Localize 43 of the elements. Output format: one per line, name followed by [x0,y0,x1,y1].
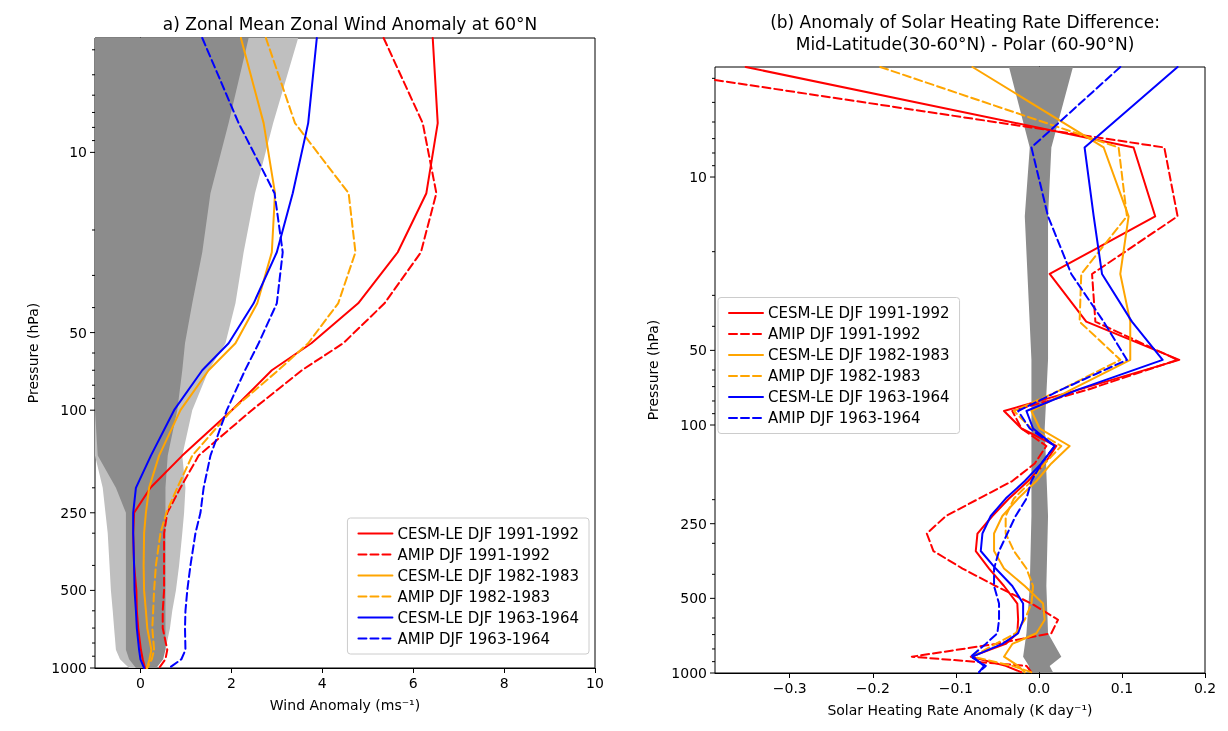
y-tick-label: 250 [680,515,707,532]
y-tick-label: 500 [680,590,707,607]
legend-label: AMIP DJF 1982-1983 [397,587,551,606]
legend-label: CESM-LE DJF 1991-1992 [768,304,950,322]
y-axis-title: Pressure (hPa) [645,319,662,421]
y-tick-label: 500 [60,582,87,599]
legend-label: AMIP DJF 1963-1964 [768,409,921,427]
x-axis-title: Solar Heating Rate Anomaly (K day⁻¹) [827,702,1093,718]
x-tick-label: 6 [408,675,418,691]
legend-label: CESM-LE DJF 1963-1964 [397,608,579,627]
x-tick-label: −0.1 [938,680,973,696]
x-tick-label: 10 [586,675,604,691]
legend-label: CESM-LE DJF 1963-1964 [768,388,950,406]
x-tick-label: −0.3 [772,680,807,696]
y-tick-label: 1000 [671,665,707,681]
x-tick-label: 0.1 [1110,680,1134,696]
y-tick-label: 10 [69,144,87,161]
x-tick-label: 0 [135,675,145,691]
x-tick-label: −0.2 [855,680,890,696]
legend-label: CESM-LE DJF 1991-1992 [397,524,579,543]
y-tick-label: 100 [60,402,87,419]
x-axis-title: Wind Anomaly (ms⁻¹) [269,697,421,713]
line-series [132,37,318,669]
y-tick-label: 50 [69,324,87,341]
y-tick-label: 50 [689,342,707,359]
x-tick-label: 2 [226,675,236,691]
x-tick-label: 0.0 [1027,680,1051,696]
x-tick-label: 8 [499,675,509,691]
legend-label: CESM-LE DJF 1982-1983 [397,566,579,585]
legend-label: AMIP DJF 1991-1992 [397,545,551,564]
y-tick-label: 100 [680,417,707,434]
x-tick-label: 0.2 [1193,680,1217,696]
chart-title: a) Zonal Mean Zonal Wind Anomaly at 60°N [162,14,538,34]
legend-label: CESM-LE DJF 1982-1983 [768,346,950,364]
legend-label: AMIP DJF 1963-1964 [397,629,551,648]
y-tick-label: 1000 [51,660,87,676]
y-axis-title: Pressure (hPa) [25,302,42,404]
x-tick-label: 4 [317,675,327,691]
chart-title: (b) Anomaly of Solar Heating Rate Difference: Mid-Latitude(30-60°N) - Polar (60-90°N) [770,12,1160,54]
y-tick-label: 250 [60,504,87,521]
y-tick-label: 10 [689,169,707,186]
legend-label: AMIP DJF 1991-1992 [768,325,921,343]
legend-label: AMIP DJF 1982-1983 [768,367,921,385]
